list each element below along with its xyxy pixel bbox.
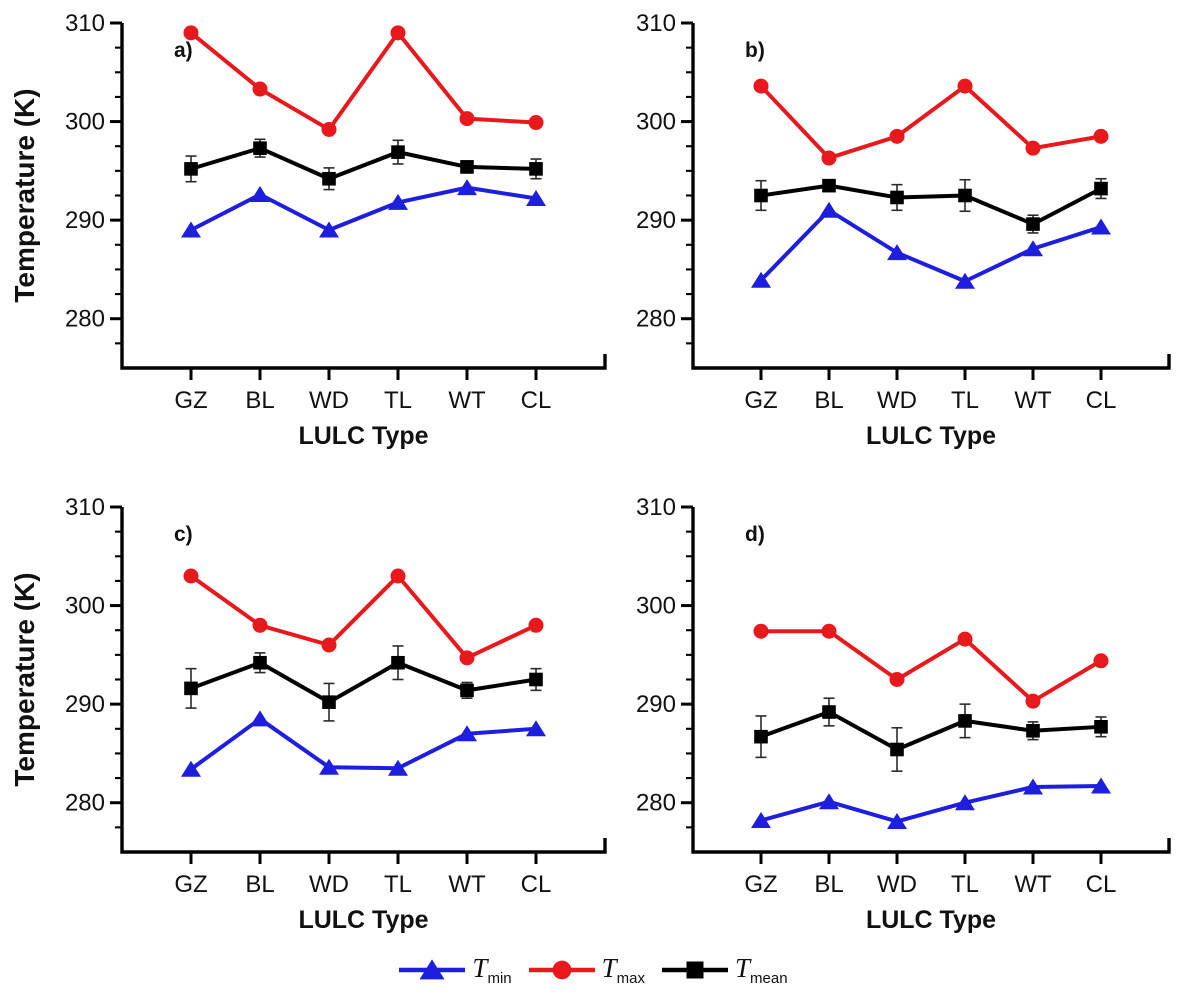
x-tick-label: TL [951, 871, 979, 898]
series-tmax [753, 623, 1109, 709]
y-axis-title: Temperature (K) [9, 88, 40, 302]
series-tmin [751, 201, 1111, 289]
x-tick-label: TL [384, 871, 412, 898]
panel-letter: a) [174, 39, 193, 62]
panel-letter: d) [745, 523, 765, 546]
chart-panel-c: 280 290 300 310 GZ BL WD TL WT CL LULC Type Tempera… [9, 494, 607, 934]
axes: 280 290 300 310 GZ BL WD TL WT CL [65, 10, 607, 414]
series-tmean [754, 178, 1108, 231]
x-tick-label: WT [1014, 871, 1052, 898]
x-tick-label: BL [245, 871, 274, 898]
tmax-legend-marker-icon [528, 960, 595, 980]
figure-row-top: 280 290 300 310 GZ BL WD TL WT CL LULC Type Tempera… [0, 0, 1184, 460]
x-tick-label: CL [521, 387, 552, 414]
x-tick-label: TL [384, 387, 412, 414]
legend: Tmin Tmax Tmean [0, 940, 1184, 1000]
x-axis-title: LULC Type [866, 906, 996, 934]
x-tick-label: GZ [744, 387, 777, 414]
panel-letter: c) [174, 523, 193, 546]
y-tick-label: 280 [65, 790, 105, 817]
x-tick-label: GZ [174, 387, 207, 414]
tmean-legend-marker-icon [662, 961, 728, 979]
error-bars [185, 138, 542, 191]
series-tmax [753, 78, 1109, 166]
series-tmin [751, 777, 1111, 829]
series-tmin [181, 179, 546, 238]
x-tick-label: TL [951, 387, 979, 414]
legend-label-tmin: Tmin [472, 953, 512, 987]
chart-panel-d: 280 290 300 310 GZ BL WD TL WT CL LULC Type d) [636, 494, 1171, 934]
y-tick-label: 300 [636, 593, 676, 620]
x-axis-title: LULC Type [298, 906, 428, 934]
x-tick-label: WT [1014, 387, 1052, 414]
y-tick-label: 310 [65, 494, 105, 521]
y-tick-label: 290 [65, 207, 105, 234]
x-tick-label: GZ [174, 871, 207, 898]
x-tick-label: WD [309, 871, 349, 898]
axes: 280 290 300 310 GZ BL WD TL WT CL [65, 494, 607, 898]
x-axis-title: LULC Type [866, 422, 996, 450]
x-tick-label: WD [877, 387, 917, 414]
y-tick-label: 300 [65, 593, 105, 620]
x-tick-label: BL [245, 387, 274, 414]
x-tick-label: CL [1086, 387, 1117, 414]
series-tmean [184, 141, 543, 186]
legend-label-tmean: Tmean [735, 953, 788, 987]
x-axis-title: LULC Type [298, 422, 428, 450]
x-tick-label: CL [521, 871, 552, 898]
y-tick-label: 280 [636, 306, 676, 333]
x-tick-label: CL [1086, 871, 1117, 898]
x-tick-label: WT [448, 387, 486, 414]
legend-item-tmax: Tmax [526, 953, 645, 987]
y-tick-label: 290 [636, 207, 676, 234]
axes: 280 290 300 310 GZ BL WD TL WT CL [636, 10, 1171, 414]
series-tmax [183, 25, 544, 137]
y-axis-title: Temperature (K) [9, 572, 40, 786]
legend-label-tmax: Tmax [601, 953, 645, 987]
y-tick-label: 280 [636, 790, 676, 817]
legend-item-tmean: Tmean [659, 953, 788, 987]
y-tick-label: 310 [636, 10, 676, 37]
x-tick-label: WD [877, 871, 917, 898]
y-tick-label: 310 [636, 494, 676, 521]
x-tick-label: WD [309, 387, 349, 414]
panel-letter: b) [745, 39, 765, 62]
x-tick-label: BL [814, 387, 843, 414]
x-tick-label: BL [814, 871, 843, 898]
y-tick-label: 290 [65, 691, 105, 718]
series-tmax [183, 568, 544, 666]
y-tick-label: 280 [65, 306, 105, 333]
chart-panel-a: 280 290 300 310 GZ BL WD TL WT CL LULC Type Tempera… [9, 10, 607, 450]
y-tick-label: 300 [65, 109, 105, 136]
x-tick-label: GZ [744, 871, 777, 898]
series-tmean [184, 655, 543, 709]
y-tick-label: 300 [636, 109, 676, 136]
series-tmean [754, 705, 1108, 757]
x-tick-label: WT [448, 871, 486, 898]
legend-item-tmin: Tmin [396, 953, 512, 987]
chart-panel-b: 280 290 300 310 GZ BL WD TL WT CL LULC Type b) [636, 10, 1171, 450]
series-tmin [181, 710, 546, 777]
y-tick-label: 290 [636, 691, 676, 718]
y-tick-label: 310 [65, 10, 105, 37]
tmin-legend-marker-icon [399, 959, 466, 980]
axes: 280 290 300 310 GZ BL WD TL WT CL [636, 494, 1171, 898]
figure-row-bottom: 280 290 300 310 GZ BL WD TL WT CL LULC Type Tempera… [0, 460, 1184, 940]
